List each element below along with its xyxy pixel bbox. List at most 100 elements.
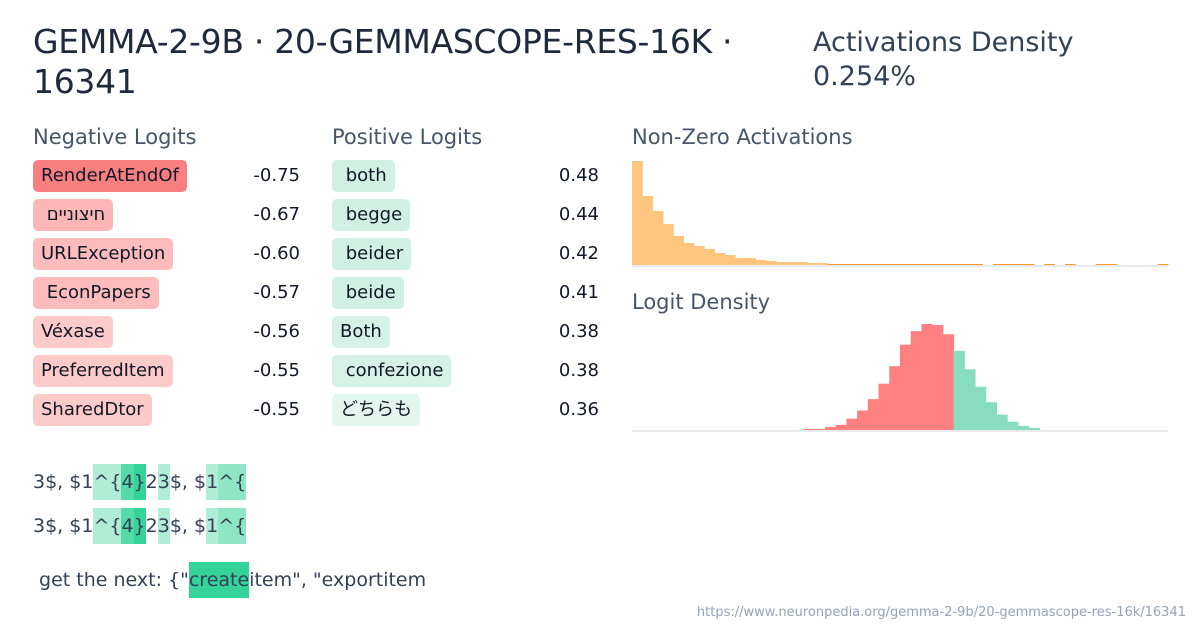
histogram-bar [900, 264, 911, 265]
logit-value: -0.60 [253, 243, 300, 264]
logit-token: URLException [33, 238, 174, 270]
histogram-bar [796, 262, 808, 265]
positive-logit-row: どちらも 0.36 [332, 394, 602, 433]
histogram-bar [662, 224, 674, 265]
token: 3$, $1 [33, 471, 94, 493]
highlighted-token: 1 [206, 508, 219, 544]
histogram-bar [807, 263, 819, 265]
logit-value: 0.36 [558, 399, 599, 420]
histogram-bar [1017, 425, 1030, 430]
activation-example: 3$, $1^{4}23$, $1^{ [33, 508, 247, 544]
histogram-bar [803, 428, 815, 430]
histogram-bar [942, 334, 955, 430]
histogram-bar [673, 236, 685, 265]
histogram-bar [920, 264, 932, 265]
highlighted-token: ^{ [218, 464, 247, 500]
logit-token: begge [332, 199, 411, 231]
token: 2 [145, 471, 158, 493]
logit-density-heading: Logit Density [632, 290, 771, 314]
histogram-bar [996, 414, 1008, 430]
histogram-bar [642, 196, 654, 265]
positive-logit-row: beide 0.41 [332, 277, 602, 316]
logit-token: どちらも [332, 394, 420, 426]
histogram-bar [814, 428, 826, 430]
highlighted-token: ^{ [93, 508, 122, 544]
histogram-bar [964, 369, 976, 430]
histogram-bar [1028, 427, 1040, 430]
histogram-bar [776, 262, 788, 265]
density-value: 0.254% [813, 61, 916, 92]
token: $, $ [169, 515, 207, 537]
logit-density-histogram [632, 324, 1168, 432]
logit-token: beide [332, 277, 404, 309]
histogram-bar [714, 253, 726, 265]
logit-token: Both [332, 316, 390, 348]
histogram-bar [745, 258, 757, 265]
histogram-bar [910, 331, 922, 430]
logit-token: beider [332, 238, 412, 270]
histogram-bar [857, 410, 869, 430]
logit-value: 0.42 [558, 243, 599, 264]
histogram-bar [1157, 264, 1169, 265]
token: item", "exportitem [249, 569, 427, 591]
histogram-bar [879, 264, 891, 265]
activation-example: 3$, $1^{4}23$, $1^{ [33, 464, 247, 500]
logit-token: RenderAtEndOf [33, 160, 187, 192]
logit-token: both [332, 160, 395, 192]
logit-token: confezione [332, 355, 452, 387]
token: get the next: {" [33, 569, 189, 591]
logit-value: -0.56 [253, 321, 300, 342]
source-url[interactable]: https://www.neuronpedia.org/gemma-2-9b/2… [696, 605, 1186, 620]
highlighted-token: 4 [121, 464, 134, 500]
logit-value: 0.38 [558, 321, 599, 342]
highlighted-token: } [133, 464, 146, 500]
positive-logit-row: beider 0.42 [332, 238, 602, 277]
histogram-bar [835, 424, 847, 430]
highlighted-token: 3 [157, 464, 170, 500]
histogram-bar [932, 325, 944, 430]
positive-logit-row: confezione 0.38 [332, 355, 602, 394]
histogram-bar [941, 264, 953, 265]
logit-token: EconPapers [33, 277, 159, 309]
positive-logits-list: both 0.48 begge 0.44 beider 0.42 beide 0.41 B… [332, 160, 602, 433]
negative-logit-row: PreferredItem -0.55 [33, 355, 303, 394]
activations-heading: Non-Zero Activations [632, 125, 853, 149]
histogram-bar [1023, 264, 1035, 265]
negative-logit-row: RenderAtEndOf -0.75 [33, 160, 303, 199]
negative-logit-row: Véxase -0.56 [33, 316, 303, 355]
histogram-bar [766, 261, 777, 265]
negative-logit-row: URLException -0.60 [33, 238, 303, 277]
histogram-bar [817, 263, 829, 265]
histogram-bar [951, 264, 963, 265]
token: $, $ [169, 471, 207, 493]
histogram-bar [1095, 264, 1107, 265]
highlighted-token: 4 [121, 508, 134, 544]
histogram-bar [972, 264, 983, 265]
negative-logits-heading: Negative Logits [33, 125, 197, 149]
negative-logit-row: SharedDtor -0.55 [33, 394, 303, 433]
density-label: Activations Density [813, 27, 1074, 58]
highlighted-token: 3 [157, 508, 170, 544]
histogram-bar [930, 264, 942, 265]
logit-value: -0.55 [253, 399, 300, 420]
histogram-bar [867, 399, 880, 430]
histogram-bar [693, 246, 705, 265]
activations-density: Activations Density 0.254% [813, 26, 1073, 94]
logit-token: PreferredItem [33, 355, 173, 387]
histogram-bar [910, 264, 922, 265]
histogram-bar [683, 243, 695, 265]
histogram-bar [869, 264, 880, 265]
histogram-bar [735, 258, 746, 265]
logit-value: 0.38 [558, 360, 599, 381]
histogram-bar [724, 255, 736, 265]
logit-value: 0.44 [558, 204, 599, 225]
token: 2 [145, 515, 158, 537]
histogram-bar [652, 211, 664, 265]
logit-value: -0.57 [253, 282, 300, 303]
histogram-bar [1044, 264, 1056, 265]
positive-logit-row: begge 0.44 [332, 199, 602, 238]
histogram-bar [632, 161, 643, 265]
histogram-bar [953, 350, 965, 430]
highlighted-token: 1 [206, 464, 219, 500]
histogram-bar [921, 324, 933, 430]
